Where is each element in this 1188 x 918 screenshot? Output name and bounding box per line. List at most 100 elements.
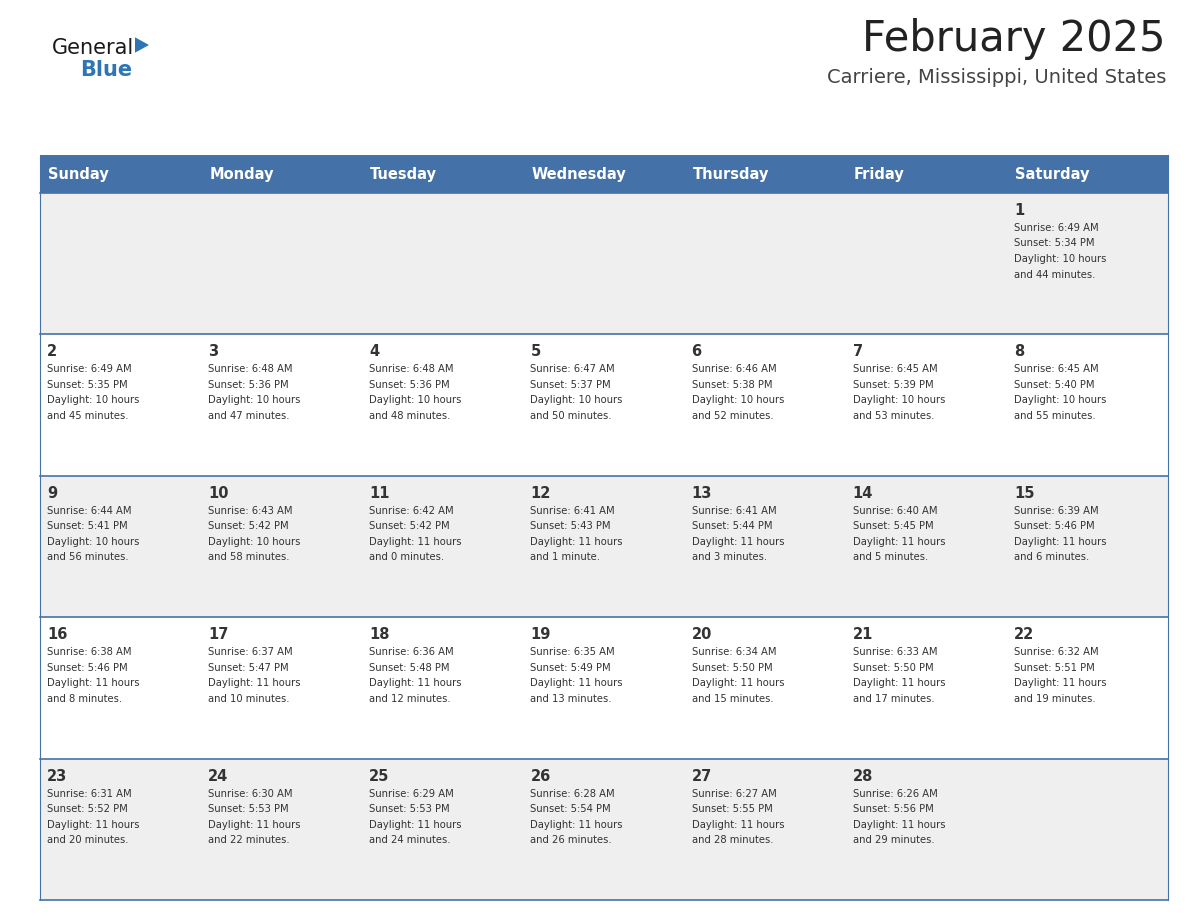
Text: Sunrise: 6:42 AM: Sunrise: 6:42 AM	[369, 506, 454, 516]
Text: Sunset: 5:55 PM: Sunset: 5:55 PM	[691, 804, 772, 814]
Text: Daylight: 10 hours: Daylight: 10 hours	[853, 396, 946, 406]
Text: and 6 minutes.: and 6 minutes.	[1013, 553, 1089, 563]
Text: 19: 19	[530, 627, 551, 643]
Text: Daylight: 11 hours: Daylight: 11 hours	[853, 537, 946, 547]
Text: Sunset: 5:46 PM: Sunset: 5:46 PM	[48, 663, 127, 673]
Text: Sunrise: 6:30 AM: Sunrise: 6:30 AM	[208, 789, 292, 799]
Text: Sunset: 5:53 PM: Sunset: 5:53 PM	[369, 804, 450, 814]
Text: Sunset: 5:48 PM: Sunset: 5:48 PM	[369, 663, 450, 673]
Text: Daylight: 11 hours: Daylight: 11 hours	[691, 678, 784, 688]
Text: Daylight: 10 hours: Daylight: 10 hours	[1013, 396, 1106, 406]
Text: 21: 21	[853, 627, 873, 643]
Text: and 1 minute.: and 1 minute.	[530, 553, 600, 563]
Text: Wednesday: Wednesday	[531, 166, 626, 182]
Text: Daylight: 11 hours: Daylight: 11 hours	[208, 678, 301, 688]
Text: and 29 minutes.: and 29 minutes.	[853, 835, 934, 845]
Text: 13: 13	[691, 486, 712, 501]
Text: Daylight: 11 hours: Daylight: 11 hours	[1013, 678, 1106, 688]
Text: Daylight: 11 hours: Daylight: 11 hours	[369, 678, 462, 688]
Text: and 10 minutes.: and 10 minutes.	[208, 694, 290, 704]
Text: Sunset: 5:34 PM: Sunset: 5:34 PM	[1013, 239, 1094, 249]
Text: and 15 minutes.: and 15 minutes.	[691, 694, 773, 704]
Text: Sunrise: 6:33 AM: Sunrise: 6:33 AM	[853, 647, 937, 657]
Bar	[40, 617, 1168, 758]
Text: and 50 minutes.: and 50 minutes.	[530, 411, 612, 420]
Text: 26: 26	[530, 768, 551, 784]
Text: Daylight: 11 hours: Daylight: 11 hours	[1013, 537, 1106, 547]
Text: Daylight: 11 hours: Daylight: 11 hours	[691, 820, 784, 830]
Text: Sunrise: 6:39 AM: Sunrise: 6:39 AM	[1013, 506, 1099, 516]
Text: 22: 22	[1013, 627, 1034, 643]
Text: Sunset: 5:42 PM: Sunset: 5:42 PM	[208, 521, 289, 532]
Text: Sunset: 5:38 PM: Sunset: 5:38 PM	[691, 380, 772, 390]
Text: Sunrise: 6:40 AM: Sunrise: 6:40 AM	[853, 506, 937, 516]
Text: Daylight: 10 hours: Daylight: 10 hours	[48, 537, 139, 547]
Text: Friday: Friday	[854, 166, 904, 182]
Text: 14: 14	[853, 486, 873, 501]
Text: Daylight: 11 hours: Daylight: 11 hours	[369, 537, 462, 547]
Text: and 13 minutes.: and 13 minutes.	[530, 694, 612, 704]
Text: Monday: Monday	[209, 166, 273, 182]
Text: Sunset: 5:47 PM: Sunset: 5:47 PM	[208, 663, 289, 673]
Text: 12: 12	[530, 486, 551, 501]
Text: and 53 minutes.: and 53 minutes.	[853, 411, 934, 420]
Text: Daylight: 10 hours: Daylight: 10 hours	[530, 396, 623, 406]
Text: Sunrise: 6:46 AM: Sunrise: 6:46 AM	[691, 364, 776, 375]
Text: Thursday: Thursday	[693, 166, 769, 182]
Text: Sunrise: 6:32 AM: Sunrise: 6:32 AM	[1013, 647, 1099, 657]
Text: and 22 minutes.: and 22 minutes.	[208, 835, 290, 845]
Text: Sunset: 5:37 PM: Sunset: 5:37 PM	[530, 380, 611, 390]
Text: Sunday: Sunday	[48, 166, 109, 182]
Text: Sunrise: 6:37 AM: Sunrise: 6:37 AM	[208, 647, 292, 657]
Text: Daylight: 11 hours: Daylight: 11 hours	[530, 678, 623, 688]
Text: 7: 7	[853, 344, 862, 360]
Text: 3: 3	[208, 344, 219, 360]
Text: Daylight: 10 hours: Daylight: 10 hours	[208, 537, 301, 547]
Text: Daylight: 10 hours: Daylight: 10 hours	[1013, 254, 1106, 264]
Text: Sunrise: 6:49 AM: Sunrise: 6:49 AM	[1013, 223, 1099, 233]
Text: 4: 4	[369, 344, 379, 360]
Text: Sunrise: 6:41 AM: Sunrise: 6:41 AM	[691, 506, 776, 516]
Text: 5: 5	[530, 344, 541, 360]
Text: Saturday: Saturday	[1015, 166, 1089, 182]
Text: 16: 16	[48, 627, 68, 643]
Text: and 12 minutes.: and 12 minutes.	[369, 694, 451, 704]
Text: 2: 2	[48, 344, 57, 360]
Text: 9: 9	[48, 486, 57, 501]
Text: Sunset: 5:46 PM: Sunset: 5:46 PM	[1013, 521, 1094, 532]
Text: Sunset: 5:50 PM: Sunset: 5:50 PM	[853, 663, 934, 673]
Text: 18: 18	[369, 627, 390, 643]
Text: Daylight: 10 hours: Daylight: 10 hours	[48, 396, 139, 406]
Text: Daylight: 11 hours: Daylight: 11 hours	[853, 820, 946, 830]
Text: 25: 25	[369, 768, 390, 784]
Text: Daylight: 11 hours: Daylight: 11 hours	[530, 537, 623, 547]
Text: Sunrise: 6:49 AM: Sunrise: 6:49 AM	[48, 364, 132, 375]
Text: and 5 minutes.: and 5 minutes.	[853, 553, 928, 563]
Text: Daylight: 10 hours: Daylight: 10 hours	[369, 396, 462, 406]
Text: 20: 20	[691, 627, 712, 643]
Text: Sunrise: 6:29 AM: Sunrise: 6:29 AM	[369, 789, 454, 799]
Text: and 45 minutes.: and 45 minutes.	[48, 411, 128, 420]
Text: Sunset: 5:51 PM: Sunset: 5:51 PM	[1013, 663, 1094, 673]
Text: Tuesday: Tuesday	[371, 166, 437, 182]
Text: Sunset: 5:41 PM: Sunset: 5:41 PM	[48, 521, 127, 532]
Text: and 44 minutes.: and 44 minutes.	[1013, 270, 1095, 279]
Text: and 20 minutes.: and 20 minutes.	[48, 835, 128, 845]
Text: and 28 minutes.: and 28 minutes.	[691, 835, 773, 845]
Text: Sunset: 5:54 PM: Sunset: 5:54 PM	[530, 804, 611, 814]
Text: and 52 minutes.: and 52 minutes.	[691, 411, 773, 420]
Text: Daylight: 11 hours: Daylight: 11 hours	[48, 820, 139, 830]
Text: 17: 17	[208, 627, 228, 643]
Text: Sunrise: 6:45 AM: Sunrise: 6:45 AM	[853, 364, 937, 375]
Text: Sunset: 5:35 PM: Sunset: 5:35 PM	[48, 380, 127, 390]
Text: Daylight: 11 hours: Daylight: 11 hours	[691, 537, 784, 547]
Text: Sunset: 5:53 PM: Sunset: 5:53 PM	[208, 804, 289, 814]
Polygon shape	[135, 38, 148, 52]
Text: Blue: Blue	[80, 60, 132, 80]
Text: Sunrise: 6:36 AM: Sunrise: 6:36 AM	[369, 647, 454, 657]
Text: Sunset: 5:36 PM: Sunset: 5:36 PM	[208, 380, 289, 390]
Text: 1: 1	[1013, 203, 1024, 218]
Text: and 26 minutes.: and 26 minutes.	[530, 835, 612, 845]
Bar	[40, 334, 1168, 476]
Text: and 3 minutes.: and 3 minutes.	[691, 553, 766, 563]
